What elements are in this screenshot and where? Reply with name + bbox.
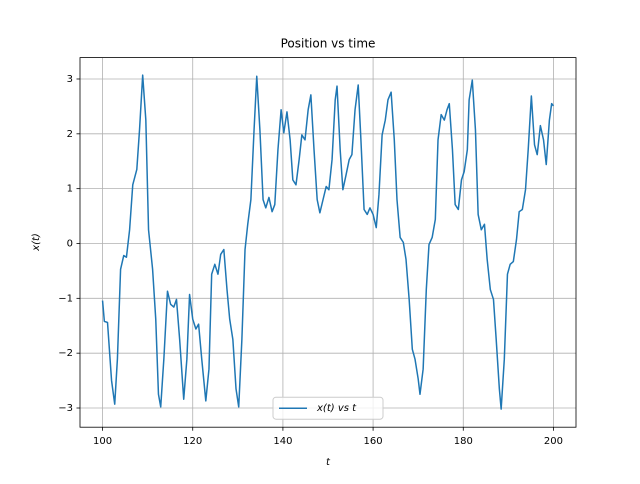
x-tick-label: 180 — [454, 436, 473, 447]
legend-label: x(t) vs t — [316, 403, 357, 414]
y-tick-label: 1 — [67, 184, 73, 195]
x-tick-label: 140 — [273, 436, 292, 447]
data-line — [101, 74, 555, 410]
x-tick-label: 100 — [93, 436, 112, 447]
y-tick-label: 2 — [67, 129, 73, 140]
y-tick-label: −2 — [58, 348, 73, 359]
x-tick-label: 120 — [183, 436, 202, 447]
y-tick-label: −3 — [58, 403, 73, 414]
chart-title: Position vs time — [281, 37, 376, 51]
x-axis-label: t — [326, 457, 331, 468]
y-axis-label: x(t) — [31, 233, 42, 252]
plot-frame — [79, 57, 577, 428]
legend-box — [272, 396, 384, 420]
x-tick-label: 200 — [544, 436, 563, 447]
y-tick-label: 0 — [67, 238, 73, 249]
y-tick-label: −1 — [58, 293, 73, 304]
y-tick-label: 3 — [67, 74, 73, 85]
x-tick-label: 160 — [364, 436, 383, 447]
